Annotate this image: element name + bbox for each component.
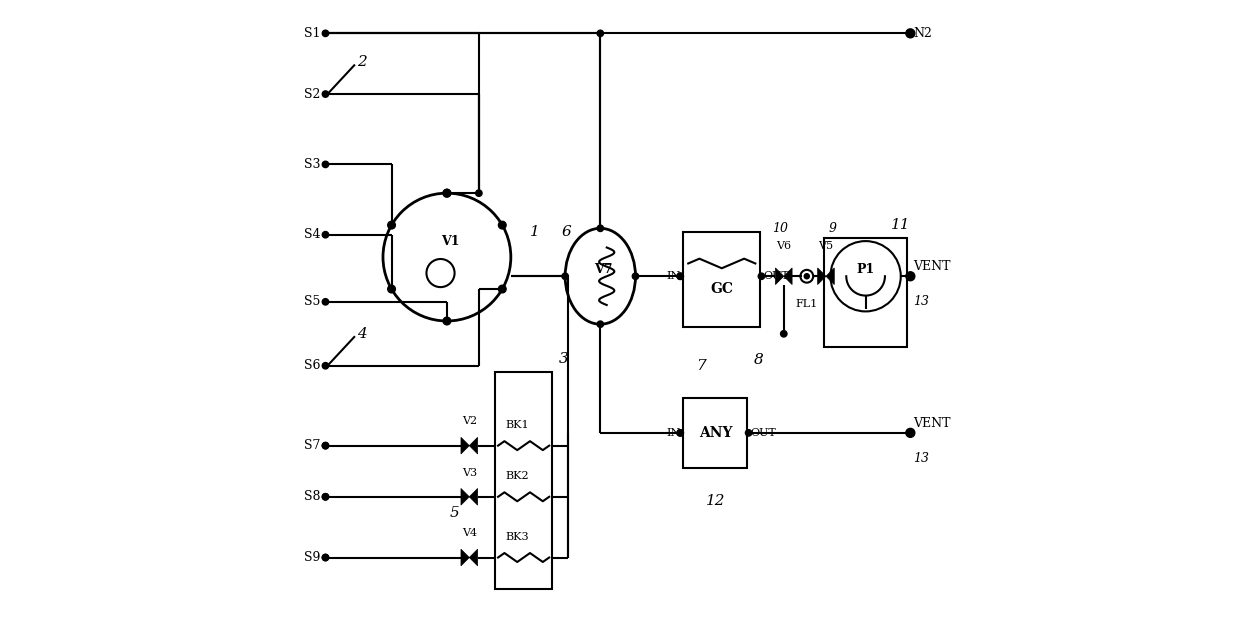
Text: S4: S4 (304, 228, 321, 241)
Bar (494, 372, 553, 589)
Polygon shape (470, 437, 477, 454)
Text: IN: IN (667, 428, 680, 438)
Circle shape (746, 429, 752, 436)
Circle shape (388, 285, 395, 293)
Text: BK1: BK1 (506, 420, 529, 429)
Circle shape (676, 273, 684, 279)
Text: S5: S5 (304, 295, 321, 308)
Circle shape (804, 273, 809, 279)
Text: V5: V5 (819, 241, 834, 250)
Polygon shape (470, 549, 477, 566)
Text: OUT: OUT (763, 272, 789, 281)
Text: 12: 12 (706, 494, 725, 508)
Bar (684, 232, 761, 327)
Text: 8: 8 (753, 353, 763, 367)
Text: P1: P1 (856, 263, 875, 276)
Circle shape (906, 29, 914, 38)
Circle shape (444, 317, 451, 325)
Circle shape (322, 554, 328, 560)
Polygon shape (776, 268, 784, 284)
Text: FL1: FL1 (795, 299, 818, 309)
Text: IN: IN (667, 272, 680, 281)
Text: GC: GC (710, 282, 733, 296)
Circle shape (322, 442, 328, 449)
Text: 11: 11 (891, 218, 911, 232)
Text: 9: 9 (829, 221, 836, 235)
Circle shape (322, 299, 328, 305)
Text: BK2: BK2 (506, 471, 529, 481)
Text: 10: 10 (773, 221, 788, 235)
Text: 2: 2 (357, 55, 367, 69)
Bar (824, 238, 907, 347)
Circle shape (322, 494, 328, 500)
Circle shape (476, 190, 482, 196)
Text: N2: N2 (913, 27, 933, 40)
Text: S1: S1 (304, 27, 321, 40)
Circle shape (906, 272, 914, 281)
Text: VENT: VENT (913, 260, 952, 273)
Circle shape (322, 554, 328, 560)
Text: 3: 3 (559, 352, 569, 367)
Text: S2: S2 (304, 87, 321, 101)
Bar (684, 397, 747, 468)
Polygon shape (461, 549, 470, 566)
Circle shape (906, 428, 914, 437)
Text: V7: V7 (595, 263, 613, 276)
Circle shape (781, 331, 787, 337)
Circle shape (597, 30, 603, 37)
Text: VENT: VENT (913, 417, 952, 429)
Circle shape (498, 221, 506, 229)
Text: S3: S3 (304, 158, 321, 171)
Text: V4: V4 (462, 528, 477, 539)
Circle shape (322, 442, 328, 449)
Circle shape (322, 232, 328, 238)
Polygon shape (818, 268, 826, 284)
Text: S7: S7 (304, 439, 321, 452)
Circle shape (676, 429, 684, 436)
Circle shape (597, 225, 603, 232)
Circle shape (597, 321, 603, 327)
Text: 13: 13 (913, 452, 929, 465)
Text: ANY: ANY (699, 426, 732, 440)
Circle shape (676, 273, 684, 279)
Polygon shape (826, 268, 834, 284)
Text: 4: 4 (357, 327, 367, 341)
Text: 13: 13 (913, 295, 929, 308)
Text: S9: S9 (304, 551, 321, 564)
Circle shape (676, 429, 684, 436)
Circle shape (632, 273, 638, 279)
Circle shape (322, 494, 328, 500)
Text: BK3: BK3 (506, 532, 529, 542)
Circle shape (322, 91, 328, 98)
Text: V3: V3 (462, 467, 477, 478)
Polygon shape (470, 489, 477, 505)
Circle shape (444, 189, 451, 197)
Circle shape (498, 285, 506, 293)
Text: 5: 5 (450, 506, 460, 520)
Text: OUT: OUT (751, 428, 777, 438)
Polygon shape (461, 489, 470, 505)
Text: V1: V1 (441, 234, 460, 248)
Circle shape (388, 221, 395, 229)
Circle shape (563, 273, 569, 279)
Circle shape (444, 189, 451, 197)
Text: V2: V2 (462, 417, 477, 426)
Text: S8: S8 (304, 490, 321, 503)
Polygon shape (461, 437, 470, 454)
Circle shape (322, 363, 328, 369)
Text: 1: 1 (530, 225, 540, 239)
Circle shape (322, 161, 328, 168)
Circle shape (758, 273, 764, 279)
Text: V6: V6 (776, 241, 792, 250)
Text: 6: 6 (563, 225, 571, 239)
Text: 7: 7 (696, 359, 706, 373)
Polygon shape (784, 268, 792, 284)
Circle shape (322, 30, 328, 37)
Text: S6: S6 (304, 360, 321, 372)
